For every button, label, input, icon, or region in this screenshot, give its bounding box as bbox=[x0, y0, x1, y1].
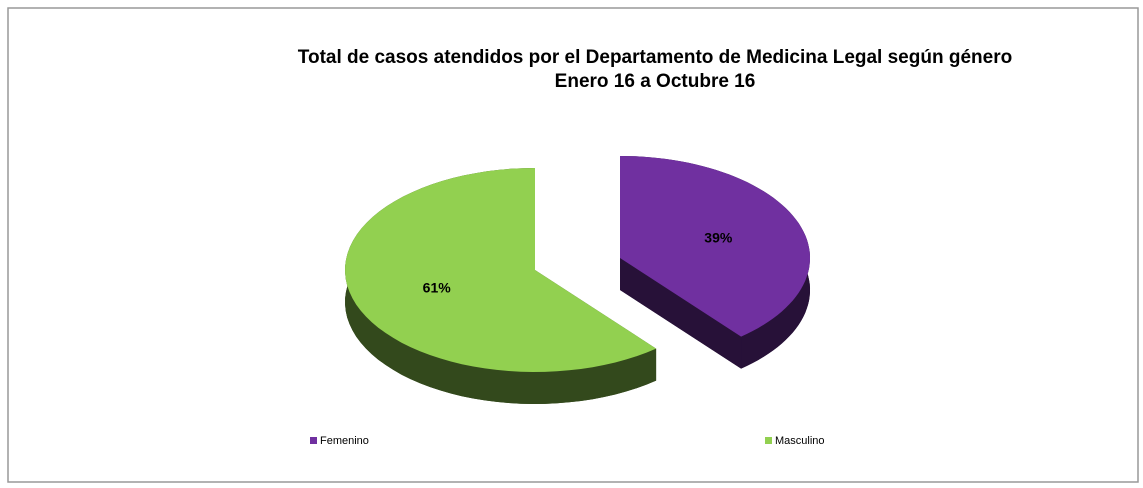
legend-swatch bbox=[310, 437, 317, 444]
chart-title: Total de casos atendidos por el Departam… bbox=[298, 47, 1012, 68]
chart-frame bbox=[7, 7, 1139, 483]
legend-label: Masculino bbox=[775, 435, 825, 447]
legend-label: Femenino bbox=[320, 435, 369, 447]
data-label: 39% bbox=[704, 230, 733, 246]
slice-side bbox=[345, 168, 657, 404]
slice-wall bbox=[620, 258, 742, 369]
legend-swatch bbox=[765, 437, 772, 444]
chart-subtitle: Enero 16 a Octubre 16 bbox=[555, 71, 756, 92]
pie-slice bbox=[620, 156, 810, 337]
pie-slice bbox=[345, 168, 657, 372]
data-label: 61% bbox=[423, 280, 452, 296]
